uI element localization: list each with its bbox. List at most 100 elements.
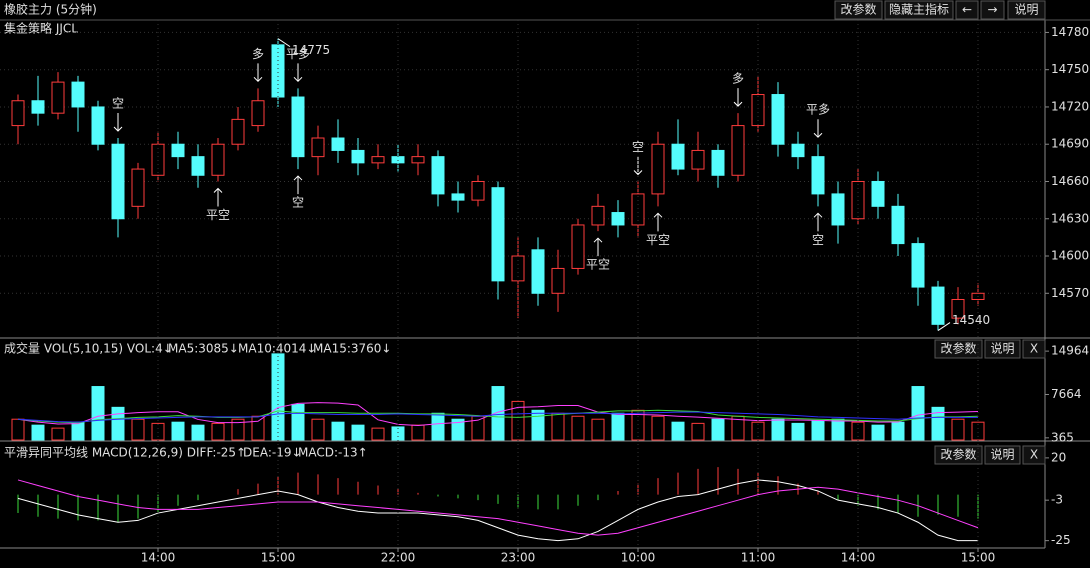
signal-arrow	[733, 88, 743, 107]
candle-body	[691, 149, 705, 170]
volume-bar	[591, 418, 605, 441]
button-label[interactable]: 改参数	[940, 341, 976, 356]
candle-body	[491, 187, 505, 282]
extreme-label: 14540	[952, 313, 990, 327]
window-title: 橡胶主力 (5分钟)	[4, 2, 97, 17]
candle-body	[411, 156, 425, 164]
candle-body	[711, 149, 725, 176]
button-label[interactable]: 说明	[990, 447, 1014, 462]
signal-label: 平多	[286, 47, 310, 61]
y-tick-label: 14570	[1051, 286, 1089, 300]
x-tick-label: 11:00	[741, 551, 776, 565]
volume-bar	[711, 418, 725, 441]
candle-body	[671, 143, 685, 170]
volume-bar	[871, 424, 885, 441]
volume-ma-line	[17, 409, 979, 424]
candle-body	[831, 193, 845, 226]
button-label[interactable]: 改参数	[940, 447, 976, 462]
volume-bar	[291, 403, 305, 441]
button-label[interactable]: 说明	[1014, 2, 1038, 17]
extreme-label: 14775	[292, 43, 330, 57]
volume-bar	[331, 421, 345, 441]
button[interactable]	[1022, 339, 1046, 359]
button-label[interactable]: 隐藏主指标	[889, 2, 949, 17]
signal-arrow	[633, 156, 643, 176]
button-label[interactable]: →	[987, 3, 997, 17]
button[interactable]	[934, 445, 983, 465]
volume-bar	[531, 409, 545, 441]
volume-bar	[811, 420, 825, 441]
volume-bar	[251, 415, 265, 441]
candle-body	[931, 286, 945, 325]
x-tick-label: 23:00	[501, 551, 536, 565]
signal-label: 多	[252, 47, 264, 61]
candle-body	[651, 143, 665, 195]
candle-body	[231, 118, 245, 145]
extreme-pointer	[937, 322, 951, 331]
volume-bar	[911, 386, 925, 441]
button[interactable]	[834, 0, 883, 20]
volume-bar	[691, 422, 705, 441]
extreme-pointer	[277, 38, 291, 48]
signal-label: 平空	[586, 258, 610, 272]
candle-body	[891, 205, 905, 245]
volume-bar	[671, 421, 685, 441]
button-label[interactable]: X	[1030, 448, 1038, 462]
signal-label: 多	[732, 72, 744, 86]
signal-label: 空	[632, 140, 644, 154]
button[interactable]	[984, 445, 1021, 465]
button[interactable]	[1007, 0, 1046, 20]
volume-bar	[771, 418, 785, 441]
panel-title: 平滑异同平均线 MACD(12,26,9) DIFF:-25↑	[4, 446, 246, 460]
volume-bar	[71, 421, 85, 441]
x-tick-label: 22:00	[381, 551, 416, 565]
candle-body	[591, 205, 605, 226]
button-label[interactable]: 说明	[990, 341, 1014, 356]
legend-entry: DEA:-19↓	[243, 446, 302, 460]
candle-body	[751, 94, 765, 127]
candle-body	[171, 143, 185, 158]
candle-body	[311, 137, 325, 158]
y-tick-label: 14660	[1051, 174, 1089, 188]
x-tick-label: 14:00	[841, 551, 876, 565]
signal-arrow	[113, 113, 123, 132]
y-tick-label: 14750	[1051, 62, 1089, 76]
volume-bar	[651, 415, 665, 441]
legend-entry: MACD:-13↑	[298, 446, 368, 460]
button[interactable]	[934, 339, 983, 359]
volume-bar	[231, 418, 245, 441]
volume-bar	[611, 412, 625, 441]
candle-body	[451, 193, 465, 201]
candle-body	[371, 156, 385, 164]
dea-line	[17, 479, 979, 536]
volume-ma-line	[17, 402, 979, 427]
button[interactable]	[955, 0, 979, 20]
signal-arrow	[293, 175, 303, 195]
candle-body	[111, 143, 125, 220]
legend-entry: MA5:3085↓	[168, 342, 239, 356]
button[interactable]	[1022, 445, 1046, 465]
volume-bar	[91, 386, 105, 441]
button[interactable]	[884, 0, 954, 20]
y-tick-label: 14630	[1051, 211, 1089, 225]
candle-body	[351, 149, 365, 164]
candle-body	[91, 106, 105, 145]
signal-label: 空	[812, 233, 824, 247]
volume-bar	[891, 421, 905, 441]
volume-bar	[151, 422, 165, 441]
candle-body	[871, 180, 885, 207]
button[interactable]	[984, 339, 1021, 359]
volume-bar	[451, 418, 465, 441]
button[interactable]	[980, 0, 1005, 20]
y-tick-label: 20	[1051, 450, 1066, 464]
volume-bar	[131, 418, 145, 441]
candle-body	[51, 81, 65, 114]
candle-body	[951, 298, 965, 319]
signal-label: 平空	[646, 233, 670, 247]
volume-bar	[411, 424, 425, 441]
y-tick-label: 365	[1051, 430, 1074, 444]
button-label[interactable]: 改参数	[840, 2, 876, 17]
button-label[interactable]: X	[1030, 342, 1038, 356]
button-label[interactable]: ←	[962, 3, 972, 17]
signal-label: 平空	[206, 208, 230, 222]
